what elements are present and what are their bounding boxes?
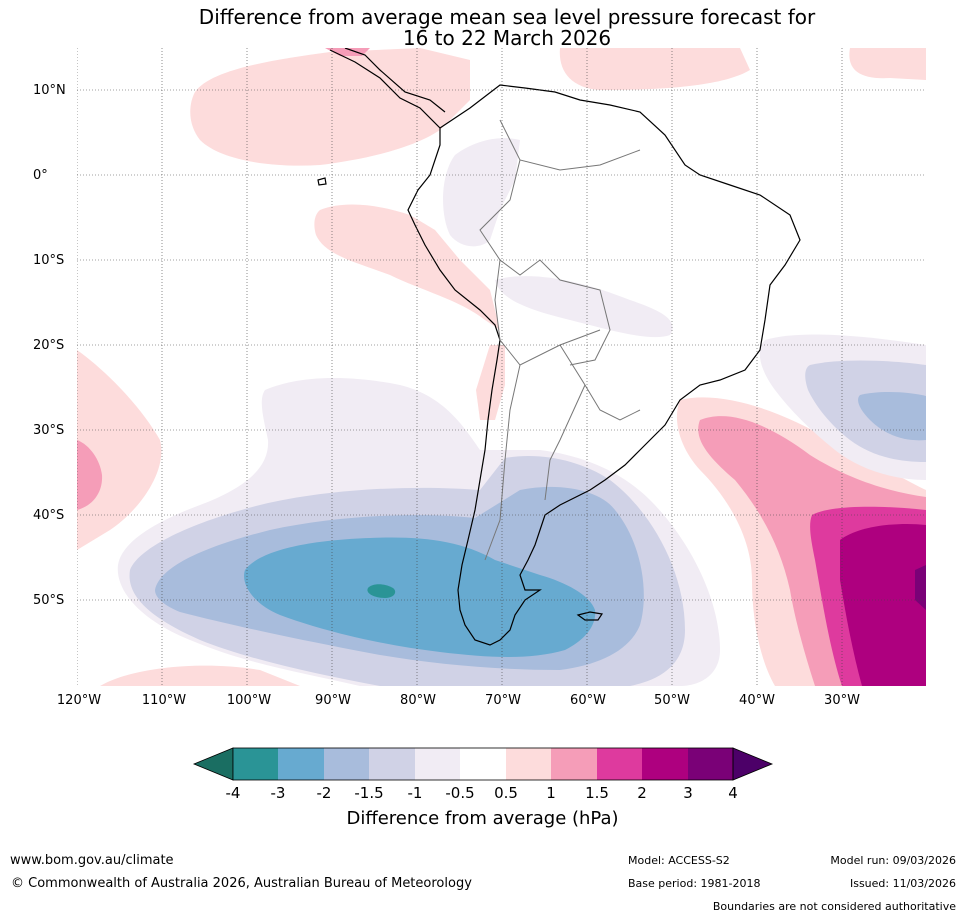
anomaly-region-north-atlantic-east-positive (849, 48, 926, 80)
colorbar-tick: 4 (728, 784, 738, 802)
colorbar-tick: 1.5 (585, 784, 609, 802)
colorbar-tick: -0.5 (445, 784, 475, 802)
copyright-text: © Commonwealth of Australia 2026, Austra… (11, 876, 472, 891)
colorbar-segment (688, 748, 733, 780)
south-america-coastline (407, 84, 801, 646)
graticule-longitudes (77, 48, 843, 686)
lat-label-30s: 30°S (33, 423, 65, 438)
colorbar-segment (324, 748, 369, 780)
lon-label-30w: 30°W (824, 693, 860, 708)
issued-text: Issued: 11/03/2026 (849, 877, 956, 890)
anomaly-region-south-atlantic-positive-2 (840, 523, 926, 686)
lon-label-60w: 60°W (570, 693, 606, 708)
anomaly-region-amazon-negative (443, 138, 520, 247)
colorbar-extend-high (732, 747, 774, 781)
lon-label-80w: 80°W (400, 693, 436, 708)
lat-label-50s: 50°S (33, 593, 65, 608)
lon-label-110w: 110°W (141, 693, 187, 708)
colorbar-segment (460, 748, 506, 780)
central-america-coastline (329, 48, 446, 129)
anomaly-region-south-pacific-edge-positive (100, 665, 300, 686)
anomaly-region-south-atlantic-negative-15 (858, 392, 926, 441)
lon-label-40w: 40°W (739, 693, 775, 708)
colorbar-tick: 2 (637, 784, 647, 802)
colorbar-segment (233, 748, 278, 780)
colorbar-segment (278, 748, 324, 780)
base-period-text: Base period: 1981-2018 (628, 877, 761, 890)
colorbar-segment (597, 748, 642, 780)
anomaly-region-brazil-negative (495, 276, 673, 338)
model-run-text: Model run: 09/03/2026 (830, 854, 956, 867)
colorbar-segment (369, 748, 415, 780)
graticule (77, 48, 926, 686)
colorbar-segment (551, 748, 597, 780)
galapagos-coastline (317, 177, 327, 186)
lon-label-90w: 90°W (315, 693, 351, 708)
lon-label-50w: 50°W (654, 693, 690, 708)
anomaly-region-caribbean-positive (190, 48, 470, 166)
lat-label-40s: 40°S (33, 508, 65, 523)
lon-label-70w: 70°W (485, 693, 521, 708)
colorbar-segment (415, 748, 460, 780)
lat-label-20s: 20°S (33, 338, 65, 353)
anomaly-region-south-pacific-negative-3 (367, 584, 396, 598)
colorbar-tick: 0.5 (494, 784, 518, 802)
colorbar-tick: 1 (546, 784, 556, 802)
anomaly-region-south-atlantic-positive-3 (915, 565, 926, 610)
anomaly-field (77, 48, 926, 686)
site-link[interactable]: www.bom.gov.au/climate (10, 853, 174, 868)
colorbar-segment (506, 748, 551, 780)
coastlines (317, 48, 801, 646)
falkland-islands-coastline (576, 611, 604, 621)
colorbar-tick: -1 (407, 784, 423, 802)
anomaly-region-north-atlantic-positive (559, 48, 750, 90)
map-title-line1: Difference from average mean sea level p… (198, 5, 816, 29)
anomaly-region-chile-coast-positive (476, 345, 505, 420)
anomaly-region-east-pacific-positive (77, 350, 162, 550)
lon-label-120w: 120°W (56, 693, 102, 708)
map-title-line2: 16 to 22 March 2026 (402, 26, 612, 50)
lat-label-10n: 10°N (33, 83, 66, 98)
colorbar-tick: -1.5 (354, 784, 384, 802)
colorbar-segment (642, 748, 688, 780)
anomaly-region-peru-coast-positive (314, 204, 500, 330)
lon-label-100w: 100°W (226, 693, 272, 708)
model-text: Model: ACCESS-S2 (628, 854, 730, 867)
disclaimer-text: Boundaries are not considered authoritat… (712, 900, 956, 913)
colorbar-frame (232, 747, 734, 781)
colorbar-tick: -2 (316, 784, 332, 802)
colorbar-tick: -4 (225, 784, 241, 802)
colorbar-tick: -3 (270, 784, 286, 802)
colorbar-tick: 3 (683, 784, 693, 802)
colorbar-label: Difference from average (hPa) (346, 808, 619, 829)
anomaly-region-east-pacific-positive-1 (77, 440, 103, 510)
lat-label-10s: 10°S (33, 253, 65, 268)
colorbar-extend-low (192, 747, 234, 781)
colorbar (192, 747, 774, 781)
lat-label-0: 0° (33, 168, 48, 183)
anomaly-region-caribbean-positive-1 (325, 48, 370, 56)
